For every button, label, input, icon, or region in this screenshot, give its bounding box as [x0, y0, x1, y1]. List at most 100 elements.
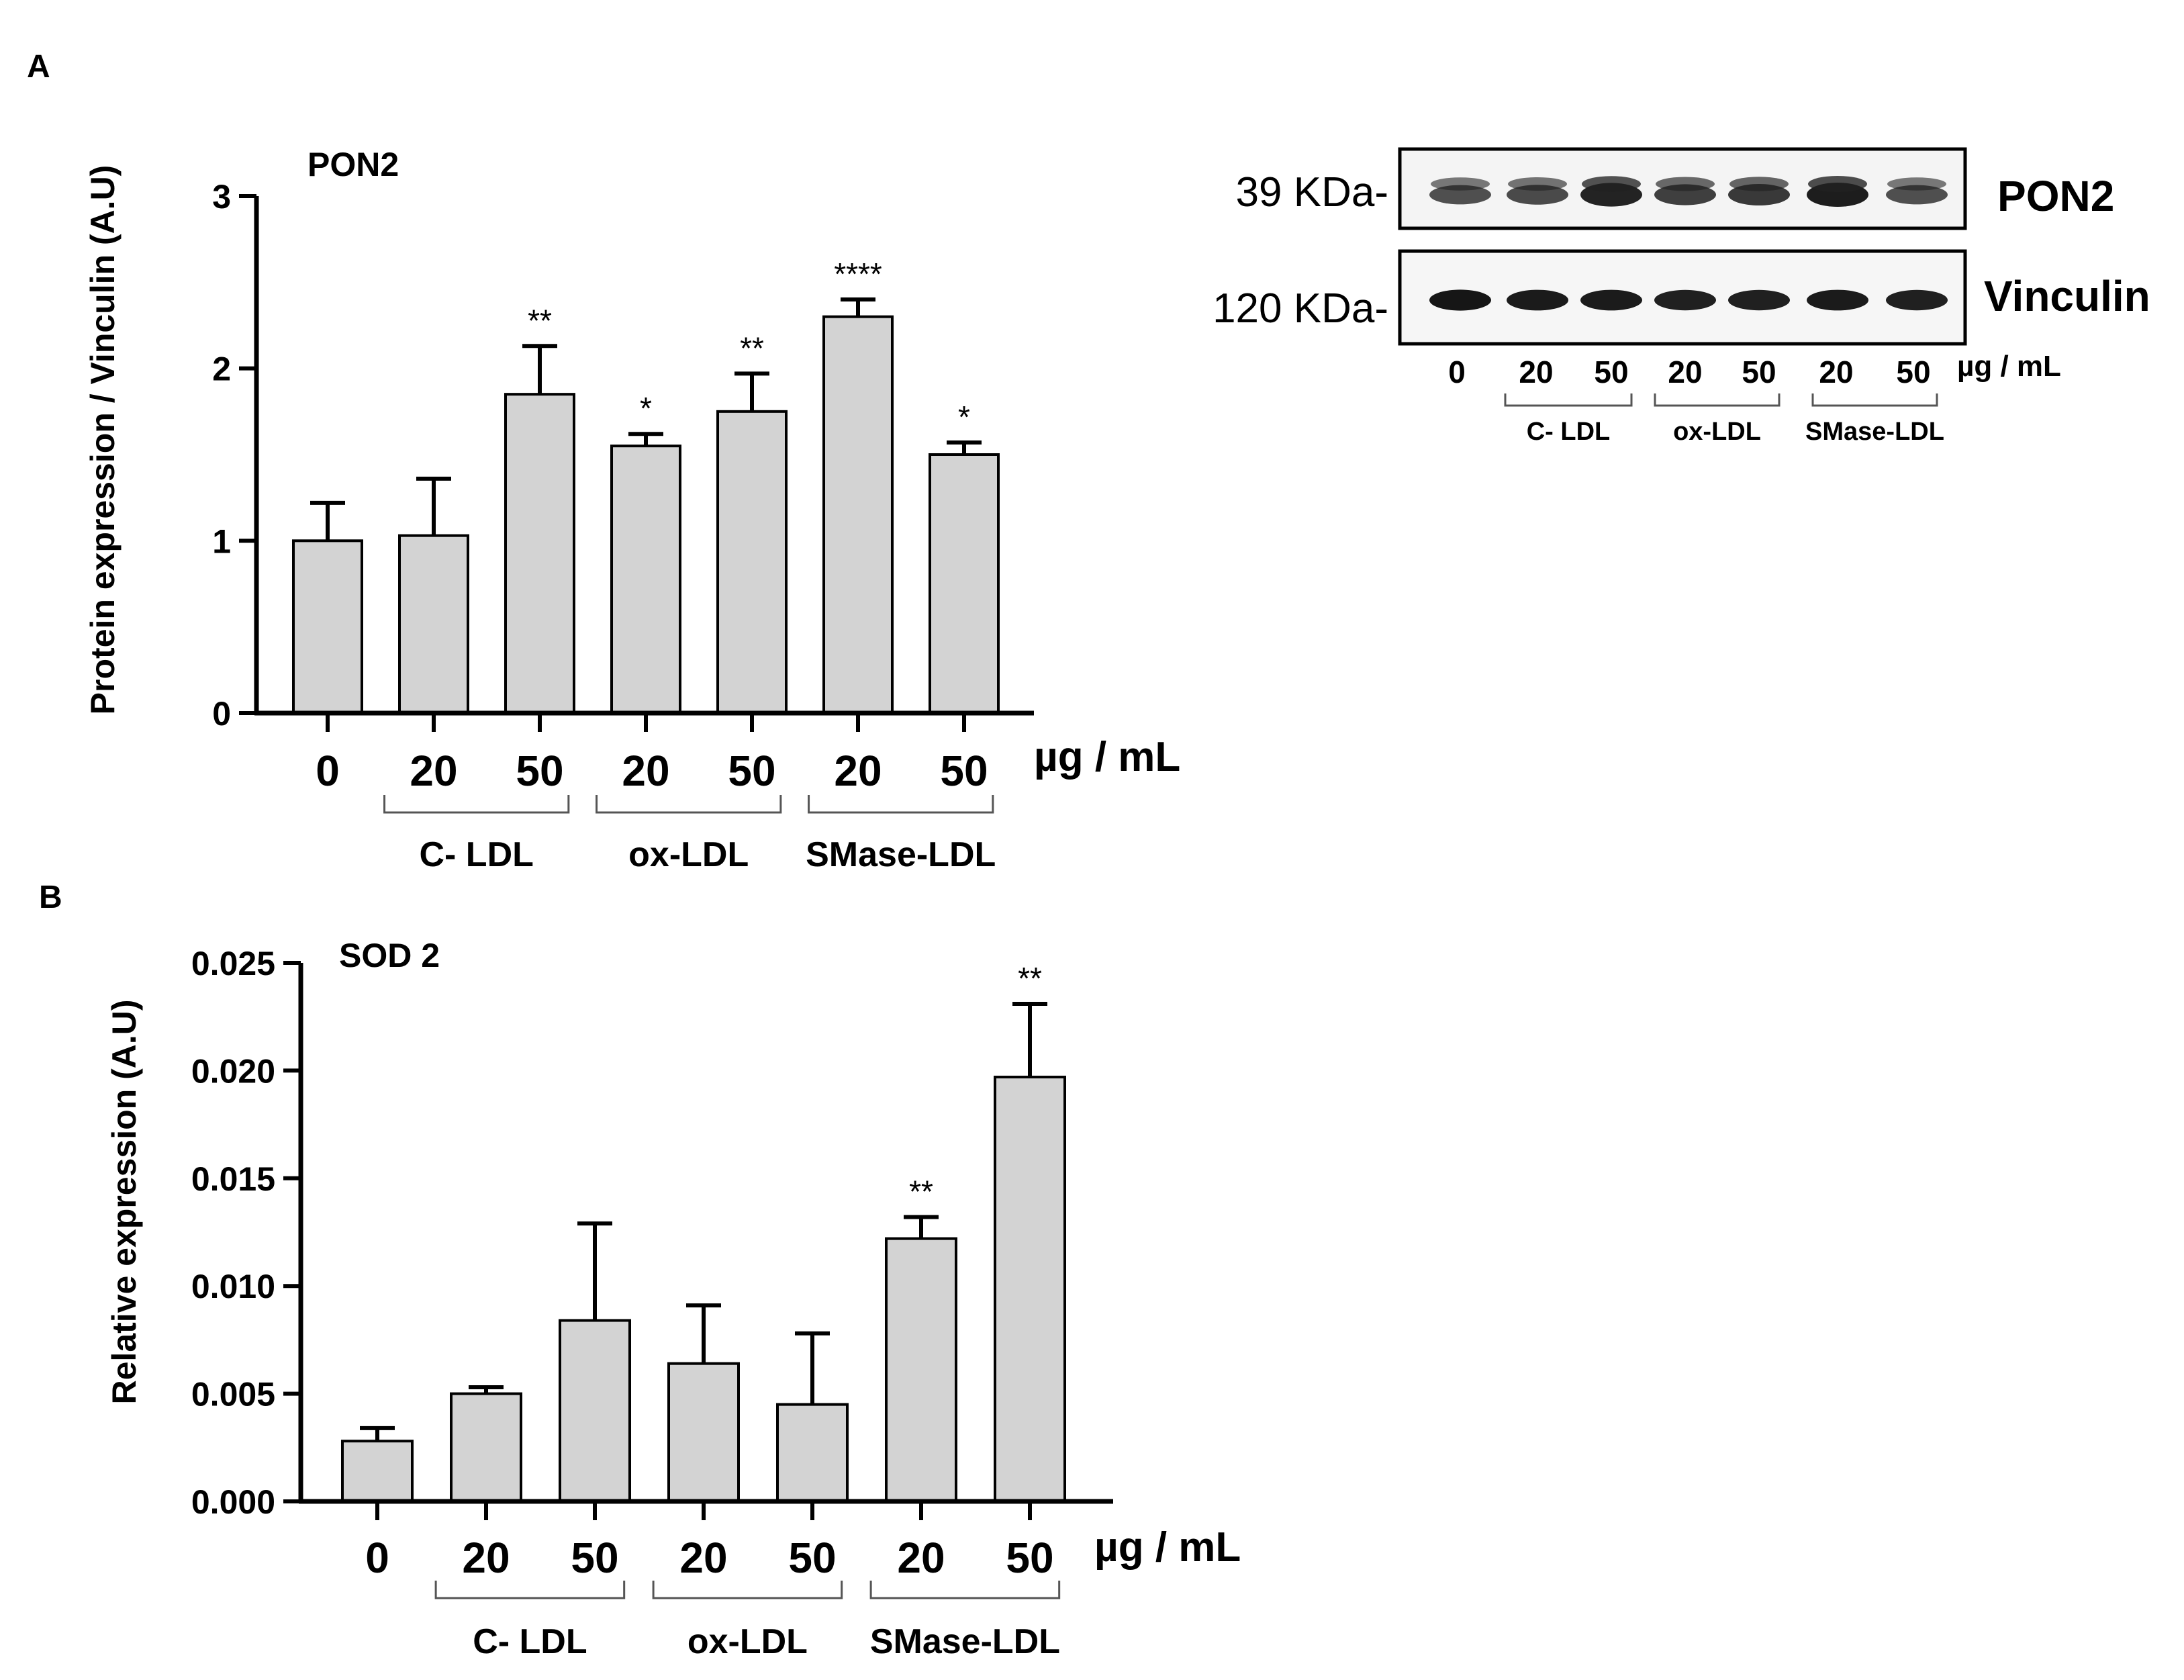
blot-lane-label: 50	[1594, 355, 1628, 389]
group-label: ox-LDL	[687, 1622, 808, 1661]
group-label: ox-LDL	[628, 835, 749, 874]
group-bracket	[434, 1581, 626, 1599]
bar	[341, 1440, 414, 1503]
sod2-bar-chart: SOD 2 Relative expression (A.U) µg / mL …	[105, 937, 1241, 1661]
panel-label-a: A	[27, 49, 50, 85]
significance-label: **	[740, 330, 764, 365]
group-bracket	[383, 795, 570, 814]
chart-b-title: SOD 2	[339, 937, 440, 974]
vinculin-band	[1807, 289, 1868, 311]
blot-group-bracket	[1811, 393, 1938, 407]
x-tick-label: 20	[622, 747, 669, 795]
bar	[292, 539, 363, 714]
blot-group-label: C- LDL	[1527, 418, 1611, 446]
blot-group-bracket	[1654, 393, 1781, 407]
pon2-band-upper	[1431, 177, 1490, 191]
blot-lane-label: 50	[1896, 355, 1930, 389]
bar	[504, 393, 575, 715]
x-tick-label: 50	[728, 747, 775, 795]
x-tick-label: 20	[834, 747, 882, 795]
bar	[716, 410, 788, 714]
blot-label-vinculin: Vinculin	[1984, 272, 2150, 320]
x-tick-label: 50	[940, 747, 988, 795]
bar	[885, 1237, 957, 1503]
vinculin-band	[1728, 289, 1790, 311]
chart-b-unit-label: µg / mL	[1094, 1524, 1241, 1571]
vinculin-band	[1507, 289, 1568, 311]
blot-lane-label: 20	[1819, 355, 1853, 389]
bar	[667, 1362, 740, 1503]
x-tick-label: 50	[1006, 1534, 1053, 1582]
blot-group-label: ox-LDL	[1673, 418, 1761, 446]
y-tick-label: 0.000	[191, 1483, 275, 1521]
pon2-band-lower	[1429, 185, 1491, 205]
pon2-bands	[1429, 176, 1948, 207]
group-label: C- LDL	[473, 1622, 587, 1661]
x-tick-label: 50	[516, 747, 563, 795]
bar	[776, 1403, 849, 1503]
pon2-band-lower	[1507, 185, 1568, 205]
group-label: SMase-LDL	[806, 835, 996, 874]
significance-label: ****	[834, 256, 882, 291]
group-bracket	[652, 1581, 843, 1599]
x-tick-label: 20	[462, 1534, 510, 1582]
vinculin-bands	[1429, 289, 1948, 311]
x-tick-label: 20	[897, 1534, 945, 1582]
blot-group-labels: C- LDL ox-LDL SMase-LDL	[1504, 393, 1944, 446]
significance-label: **	[909, 1174, 933, 1209]
blot-lane-label: 0	[1448, 355, 1466, 389]
pon2-band-upper	[1508, 177, 1567, 191]
bar	[610, 445, 681, 715]
blot-unit-label: µg / mL	[1957, 350, 2061, 383]
blot-label-pon2: PON2	[1997, 172, 2114, 220]
blot-lane-label: 20	[1519, 355, 1553, 389]
y-tick-label: 0.025	[191, 945, 275, 982]
group-bracket	[869, 1581, 1061, 1599]
vinculin-band	[1654, 289, 1716, 311]
bar	[559, 1319, 631, 1503]
blot-marker-39kda: 39 KDa-	[1236, 169, 1388, 216]
x-tick-label: 0	[316, 747, 340, 795]
blot-group-bracket	[1504, 393, 1633, 407]
pon2-band-lower	[1886, 185, 1948, 205]
x-tick-label: 50	[571, 1534, 618, 1582]
chart-a-unit-label: µg / mL	[1034, 734, 1180, 780]
y-tick-label: 2	[212, 351, 231, 388]
panel-label-b: B	[39, 880, 62, 915]
y-tick-label: 1	[212, 522, 231, 560]
blot-lane-label: 20	[1668, 355, 1702, 389]
x-tick-label: 0	[365, 1534, 389, 1582]
bar	[822, 315, 894, 714]
vinculin-band	[1580, 289, 1642, 311]
blot-group-label: SMase-LDL	[1805, 418, 1944, 446]
bar	[929, 453, 1000, 714]
significance-label: **	[528, 303, 552, 338]
bar	[994, 1076, 1066, 1503]
y-tick-label: 0	[212, 695, 231, 733]
significance-label: *	[640, 391, 652, 426]
group-bracket	[596, 795, 782, 814]
y-tick-label: 0.010	[191, 1268, 275, 1305]
group-label: SMase-LDL	[870, 1622, 1060, 1661]
chart-a-title: PON2	[307, 146, 399, 183]
pon2-band-upper	[1808, 176, 1867, 192]
blot-lane-label: 50	[1742, 355, 1776, 389]
pon2-band-upper	[1582, 176, 1641, 192]
pon2-band-upper	[1656, 177, 1715, 191]
y-tick-label: 0.005	[191, 1376, 275, 1413]
pon2-bar-chart: PON2 Protein expression / Vinculin (A.U)…	[84, 146, 1180, 874]
x-tick-label: 50	[788, 1534, 836, 1582]
chart-b-ylabel: Relative expression (A.U)	[105, 1000, 143, 1405]
bar	[398, 534, 469, 715]
chart-a-ylabel: Protein expression / Vinculin (A.U)	[84, 165, 122, 715]
group-label: C- LDL	[419, 835, 533, 874]
y-tick-label: 0.020	[191, 1052, 275, 1090]
blot-marker-120kda: 120 KDa-	[1213, 285, 1388, 332]
y-tick-label: 3	[212, 178, 231, 216]
significance-label: *	[958, 400, 970, 434]
pon2-band-upper	[1887, 177, 1946, 191]
x-tick-label: 20	[679, 1534, 727, 1582]
pon2-band-upper	[1729, 177, 1789, 191]
significance-label: **	[1018, 961, 1042, 996]
